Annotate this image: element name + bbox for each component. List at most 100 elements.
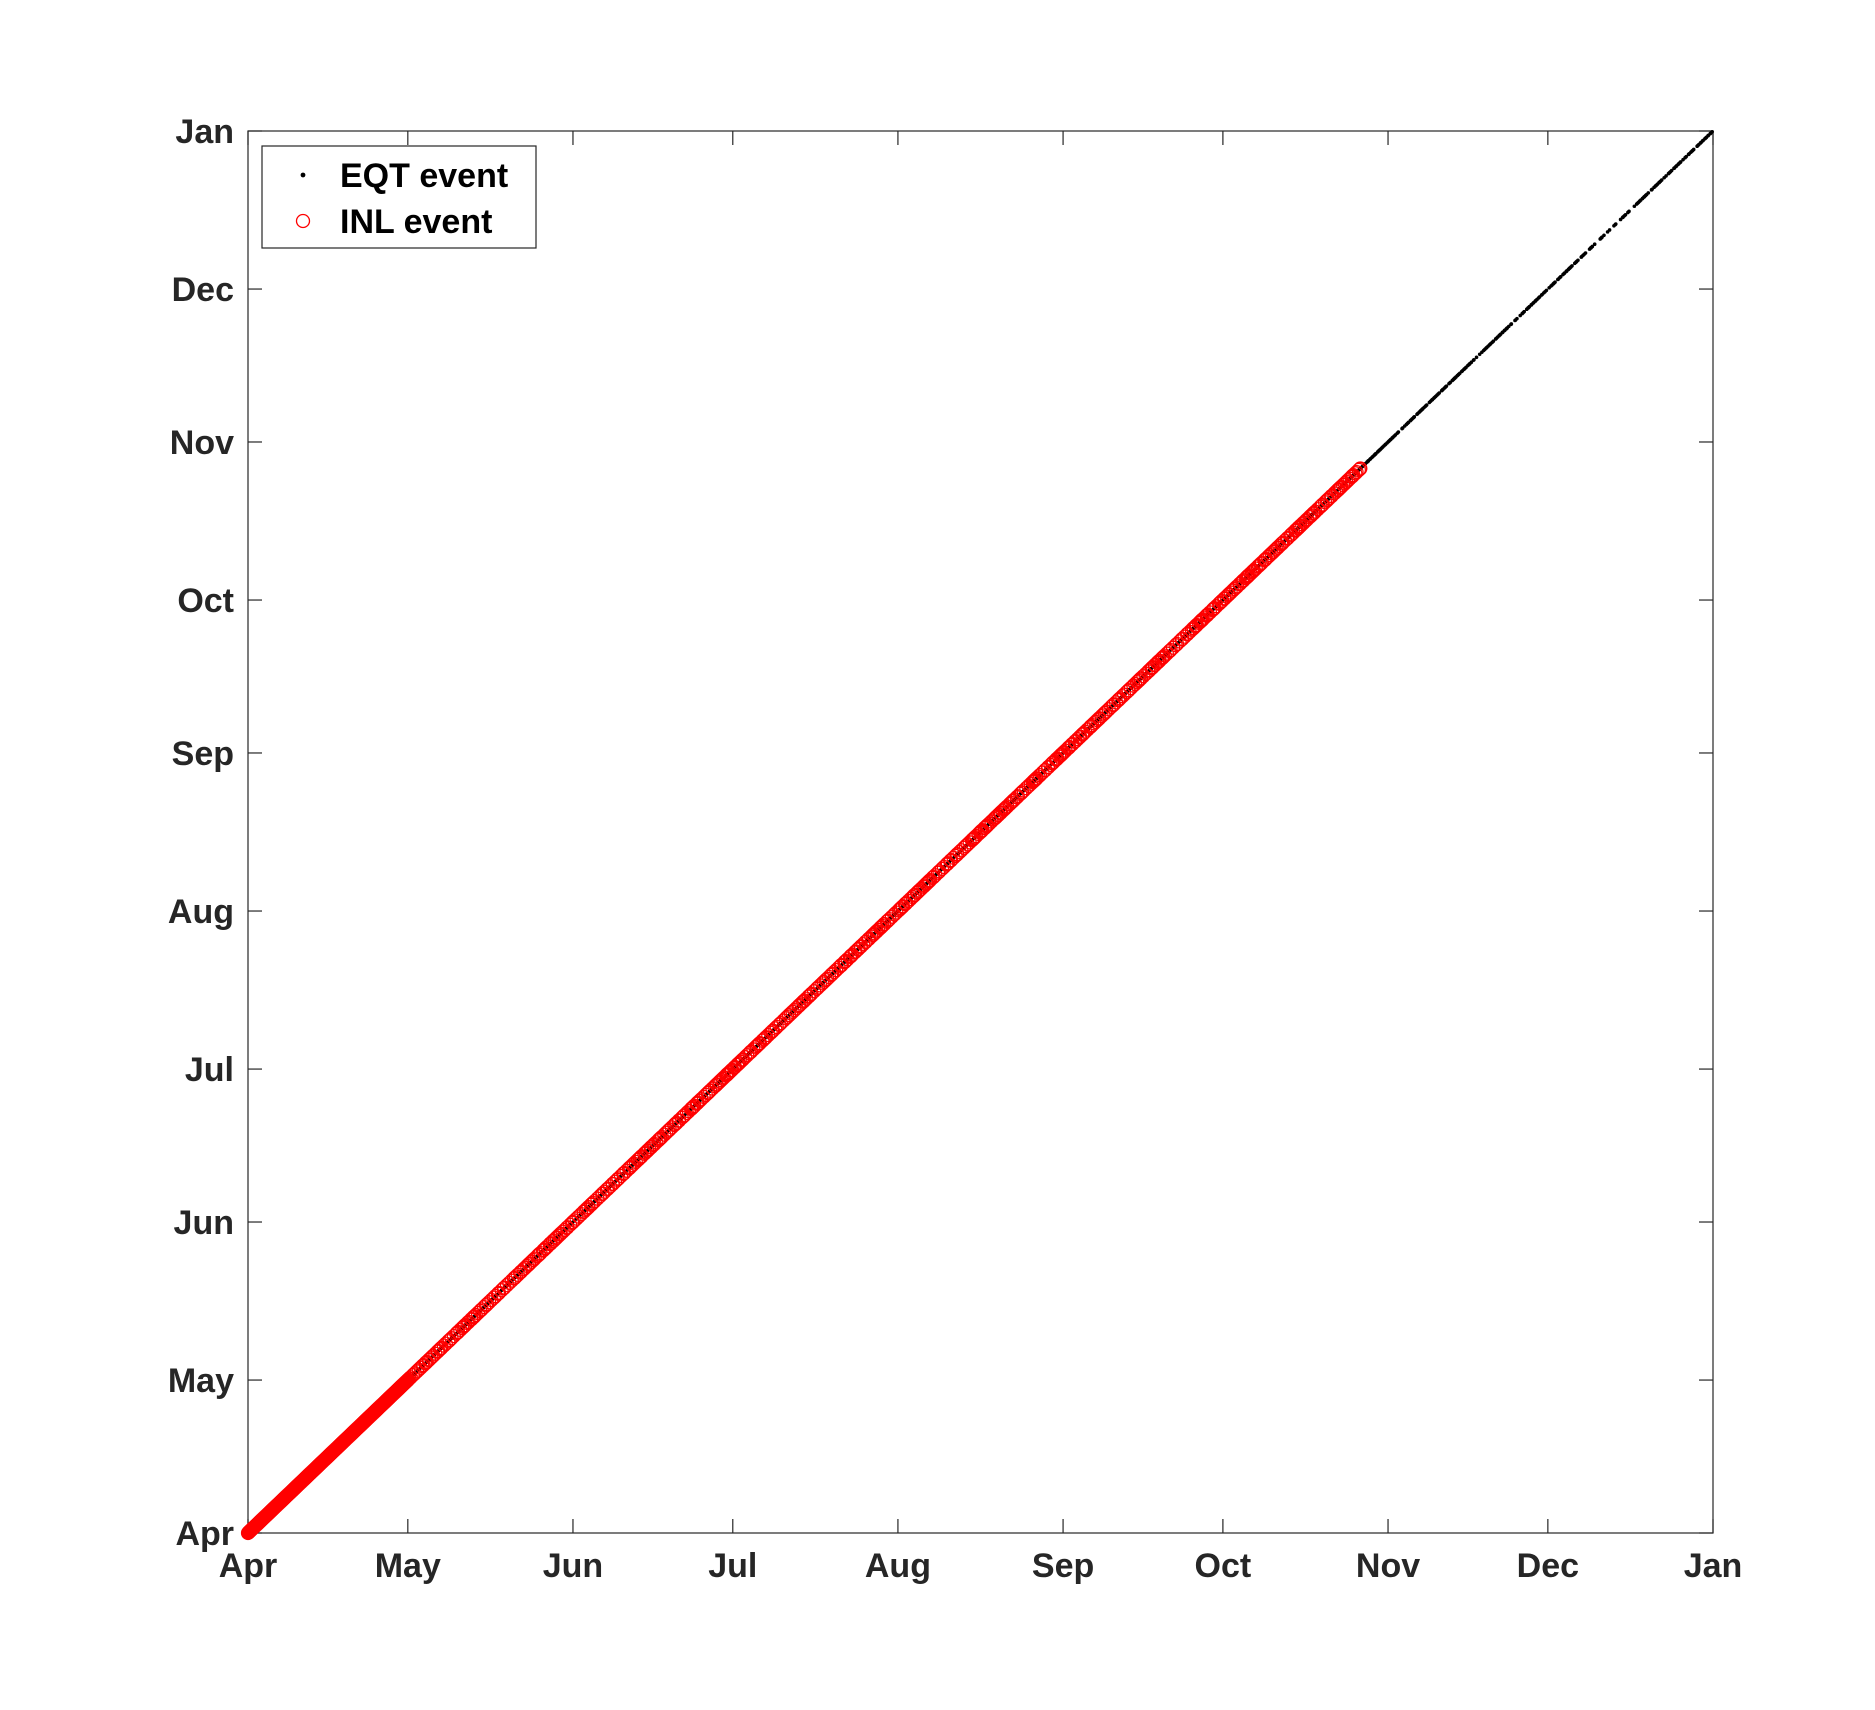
inl-event-point [842,949,858,964]
inl-event-point [611,1171,626,1186]
inl-event-point [948,848,963,863]
x-tick-label: Jul [708,1547,757,1585]
y-tick-label: Nov [170,424,234,462]
inl-event-point [1041,759,1056,775]
inl-event-point [1073,729,1088,744]
eqt-event-point [1669,168,1674,173]
inl-event-point [734,1053,750,1068]
inl-event-point [848,944,863,959]
inl-event-point [613,1168,629,1184]
inl-event-point [824,967,839,983]
eqt-event-point [1576,258,1580,263]
eqt-event-point [1613,222,1618,226]
eqt-event-point [1607,228,1612,232]
inl-event-point [494,1283,509,1298]
inl-event-point [681,1104,696,1119]
inl-event-point [672,1113,687,1128]
x-tick-label: Sep [1032,1547,1094,1585]
inl-event-point [1172,634,1187,649]
inl-event-point [974,823,989,838]
inl-event-point [1275,536,1290,551]
eqt-event-point [1691,147,1696,152]
inl-event-series [240,461,1368,1541]
inl-event-point [476,1300,492,1315]
inl-event-point [676,1109,691,1124]
inl-event-point [1086,716,1102,731]
eqt-event-point [1592,242,1597,247]
inl-event-point [486,1290,501,1305]
y-tick-label: May [168,1362,234,1400]
inl-event-point [405,1368,421,1383]
x-tick-label: May [375,1547,441,1585]
inl-event-point [456,1319,471,1334]
inl-event-point [926,869,941,884]
y-tick-label: Aug [168,893,234,931]
inl-event-point [711,1075,726,1090]
inl-event-point [783,1006,799,1021]
inl-event-point [1169,636,1185,652]
eqt-event-point [1515,316,1519,321]
inl-event-point [1275,535,1290,550]
inl-event-point [879,914,894,929]
inl-event-point [667,1117,682,1133]
y-tick-label: Jun [174,1204,234,1242]
inl-event-point [1209,599,1224,614]
inl-event-point [478,1298,494,1313]
eqt-event-point [1558,274,1563,279]
inl-event-point [1211,596,1227,611]
inl-event-point [1280,530,1295,546]
eqt-event-point [1509,322,1514,326]
inl-event-point [605,1176,620,1191]
inl-event-point [923,873,938,888]
x-tick-label: Jan [1684,1547,1743,1585]
inl-event-point [834,957,849,972]
y-tick-label: Jan [175,113,234,151]
inl-event-point [649,1135,664,1150]
legend-label-inl-event: INL event [340,203,492,241]
inl-event-point [755,1033,770,1048]
x-tick-label: Oct [1195,1547,1252,1585]
legend-box [261,145,537,249]
eqt-event-point [1553,280,1557,284]
inl-event-point [1348,466,1363,481]
inl-event-point [1305,506,1321,521]
inl-event-point [557,1223,572,1238]
x-tick-label: Jun [543,1547,603,1585]
inl-event-point [651,1132,666,1148]
eqt-event-point [1491,339,1496,343]
eqt-event-point [1632,204,1637,209]
eqt-event-point [1472,357,1476,362]
eqt-event-point [1710,129,1714,134]
inl-event-point [1111,692,1126,707]
inl-event-point [402,1371,417,1386]
inl-event-point [441,1334,456,1349]
legend-label-eqt-event: EQT event [340,157,508,195]
x-tick-label: Nov [1356,1547,1420,1585]
inl-event-point [1294,517,1310,532]
eqt-event-point [1412,415,1417,419]
inl-event-point [893,901,908,916]
inl-event-point [657,1127,672,1142]
inl-event-point [768,1021,783,1036]
inl-event-point [1023,776,1039,791]
x-tick-label: Apr [219,1547,278,1585]
inl-event-point [438,1336,453,1351]
inl-event-point [623,1159,638,1175]
eqt-event-point [1627,209,1631,214]
eqt-event-point [1659,178,1664,182]
y-tick-label: Oct [177,582,234,620]
eqt-event-point [1590,244,1595,249]
inl-event-point [496,1281,511,1296]
inl-event-point [659,1125,674,1140]
y-axis-tick-labels: Apr May Jun Jul Aug Sep Oct Nov Dec Jan [168,113,234,1553]
inl-event-point [850,942,865,957]
eqt-event-point [1544,288,1549,293]
y-tick-label: Dec [172,271,234,309]
inl-event-point [1056,745,1072,760]
eqt-event-point [1678,160,1683,164]
inl-event-point [474,1302,489,1317]
inl-event-point [1194,612,1210,628]
inl-event-point [956,840,972,855]
axis-ticks [247,130,1714,1534]
